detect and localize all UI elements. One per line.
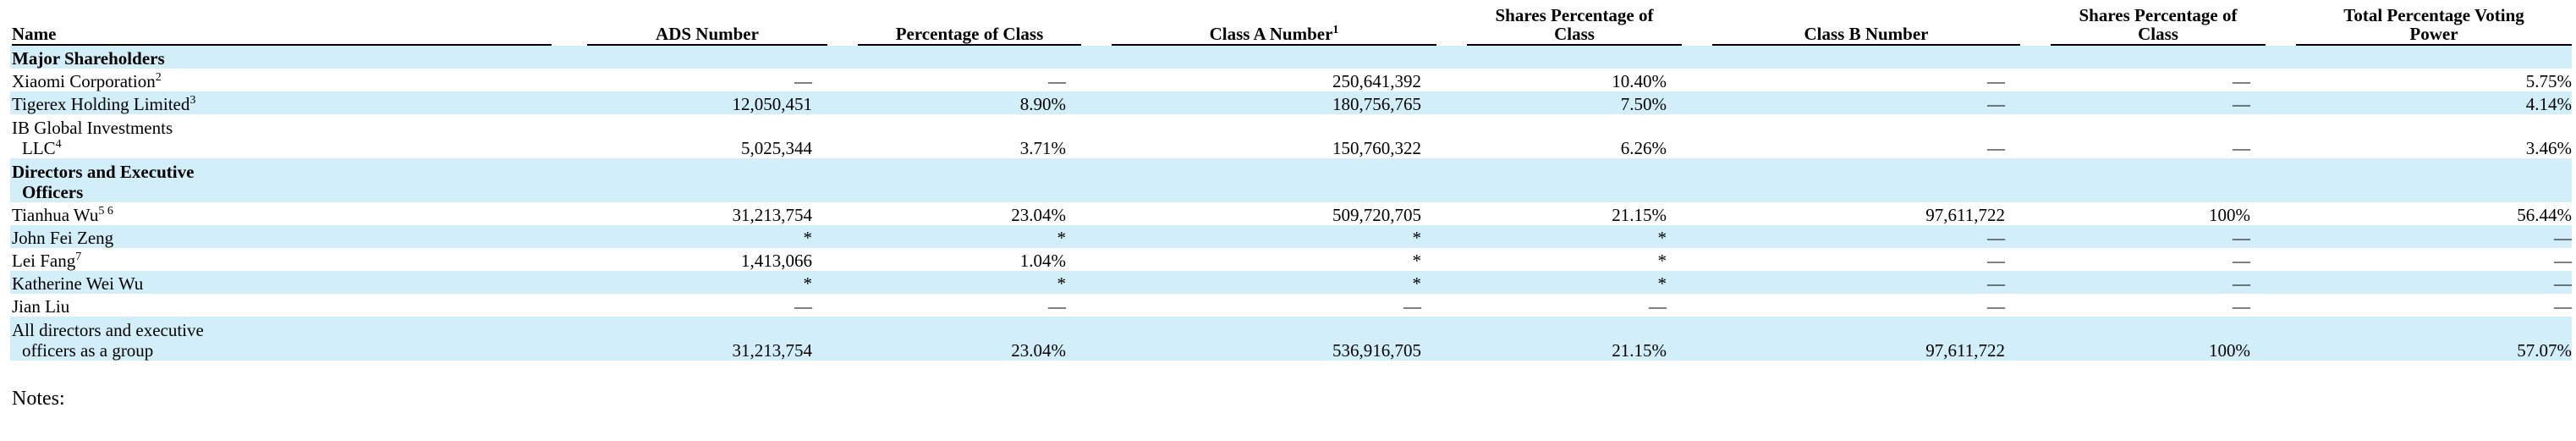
cell-spb: 100%: [2209, 205, 2250, 225]
header-ads-number: ADS Number: [567, 3, 838, 46]
cell-pct: —: [1048, 71, 1066, 91]
table-row: Tianhua Wu5 6 31,213,754 23.04% 509,720,…: [10, 202, 2572, 225]
table-row-group-total: All directors and executive officers as a…: [10, 317, 2572, 361]
cell-pct: 8.90%: [838, 91, 1091, 114]
cell-class-a: 536,916,705: [1091, 317, 1447, 361]
cell-class-b: —: [1692, 225, 2030, 248]
footnote-marker: 1: [1332, 24, 1339, 36]
header-total-voting-power: Total Percentage Voting Power: [2276, 3, 2572, 46]
section-row-directors: Directors and Executive Officers: [10, 158, 2572, 202]
cell-total: —: [2554, 296, 2572, 317]
section-row-major-shareholders: Major Shareholders: [10, 46, 2572, 69]
cell-class-a: 180,756,765: [1091, 91, 1447, 114]
header-row: Name ADS Number Percentage of Class Clas…: [10, 3, 2572, 46]
cell-ads: 5,025,344: [741, 138, 812, 158]
cell-class-b: —: [1987, 71, 2005, 91]
table-row: Katherine Wei Wu * * * * — — —: [10, 271, 2572, 294]
cell-class-b: —: [1692, 271, 2030, 294]
cell-class-a: 150,760,322: [1332, 138, 1421, 158]
cell-spb: —: [2030, 91, 2276, 114]
table-row: Xiaomi Corporation2 — — 250,641,392 10.4…: [10, 69, 2572, 91]
cell-spa: 21.15%: [1447, 317, 1692, 361]
cell-spa: 10.40%: [1612, 71, 1667, 91]
cell-ads: *: [567, 271, 838, 294]
row-name: IB Global Investments LLC4: [12, 118, 173, 158]
cell-spb: —: [2030, 225, 2276, 248]
table-row: Lei Fang7 1,413,066 1.04% * * — — —: [10, 248, 2572, 271]
cell-spa: *: [1447, 225, 1692, 248]
cell-spa: 21.15%: [1612, 205, 1667, 225]
cell-class-a: *: [1412, 251, 1422, 271]
cell-ads: 12,050,451: [567, 91, 838, 114]
cell-class-a: *: [1091, 271, 1447, 294]
cell-pct: *: [838, 271, 1091, 294]
cell-ads: 1,413,066: [741, 251, 812, 271]
cell-total: —: [2276, 225, 2572, 248]
cell-ads: —: [794, 296, 812, 317]
cell-spb: —: [2233, 138, 2250, 158]
cell-class-b: 97,611,722: [1692, 317, 2030, 361]
cell-spa: 7.50%: [1447, 91, 1692, 114]
cell-spb: —: [2030, 271, 2276, 294]
cell-class-b: —: [1987, 296, 2005, 317]
row-name: Lei Fang7: [12, 251, 82, 271]
cell-ads: *: [567, 225, 838, 248]
cell-spb: —: [2233, 251, 2250, 271]
row-name: All directors and executive officers as a…: [10, 317, 567, 361]
cell-class-a: —: [1403, 296, 1421, 317]
row-name: Tigerex Holding Limited3: [10, 91, 567, 114]
cell-spb: 100%: [2030, 317, 2276, 361]
cell-total: —: [2276, 271, 2572, 294]
cell-total: 4.14%: [2276, 91, 2572, 114]
cell-ads: 31,213,754: [567, 317, 838, 361]
cell-spa: *: [1657, 251, 1667, 271]
cell-pct: 1.04%: [1019, 251, 1066, 271]
section-title: Directors and Executive Officers: [10, 158, 2572, 202]
cell-class-a: *: [1091, 225, 1447, 248]
cell-ads: 31,213,754: [732, 205, 813, 225]
row-name: Jian Liu: [12, 296, 70, 317]
cell-pct: 23.04%: [1011, 205, 1066, 225]
cell-total: 3.46%: [2525, 138, 2572, 158]
cell-spa: 6.26%: [1620, 138, 1667, 158]
header-class-a-number: Class A Number1: [1091, 3, 1447, 46]
row-name: Katherine Wei Wu: [10, 271, 567, 294]
cell-spb: —: [2233, 296, 2250, 317]
row-name: Tianhua Wu5 6: [12, 205, 113, 225]
header-class-b-number: Class B Number: [1692, 3, 2030, 46]
cell-spb: —: [2233, 71, 2250, 91]
cell-total: 5.75%: [2525, 71, 2572, 91]
cell-total: 56.44%: [2517, 205, 2572, 225]
beneficial-ownership-table: Name ADS Number Percentage of Class Clas…: [10, 3, 2572, 361]
cell-pct: —: [1048, 296, 1066, 317]
cell-pct: 23.04%: [838, 317, 1091, 361]
cell-class-b: —: [1692, 91, 2030, 114]
table-row: Tigerex Holding Limited3 12,050,451 8.90…: [10, 91, 2572, 114]
cell-total: —: [2554, 251, 2572, 271]
cell-ads: —: [794, 71, 812, 91]
table-row: Jian Liu — — — — — — —: [10, 294, 2572, 317]
cell-pct: *: [838, 225, 1091, 248]
cell-spa: —: [1649, 296, 1667, 317]
cell-class-b: 97,611,722: [1925, 205, 2005, 225]
cell-total: 57.07%: [2276, 317, 2572, 361]
cell-class-b: —: [1987, 251, 2005, 271]
section-title: Major Shareholders: [10, 46, 2572, 69]
header-shares-pct-class-a: Shares Percentage of Class: [1447, 3, 1692, 46]
cell-class-a: 509,720,705: [1332, 205, 1421, 225]
cell-class-b: —: [1987, 138, 2005, 158]
notes-label: Notes:: [12, 388, 65, 410]
cell-pct: 3.71%: [1019, 138, 1066, 158]
row-name: Xiaomi Corporation2: [12, 71, 162, 91]
cell-spa: *: [1447, 271, 1692, 294]
cell-class-a: 250,641,392: [1332, 71, 1421, 91]
header-name: Name: [10, 3, 567, 46]
header-shares-pct-class-b: Shares Percentage of Class: [2030, 3, 2276, 46]
table-row: John Fei Zeng * * * * — — —: [10, 225, 2572, 248]
header-percentage-of-class: Percentage of Class: [838, 3, 1091, 46]
row-name: John Fei Zeng: [10, 225, 567, 248]
table-row: IB Global Investments LLC4 5,025,344 3.71…: [10, 114, 2572, 158]
